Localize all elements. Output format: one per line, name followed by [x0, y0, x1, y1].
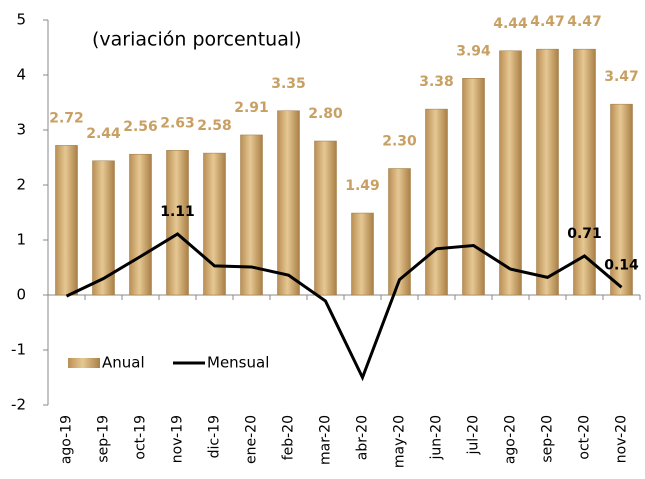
bar-label: 1.49: [345, 178, 380, 194]
x-tick-label: nov-19: [170, 415, 186, 463]
x-tick-label: abr-20: [355, 415, 371, 460]
bar: [240, 134, 263, 296]
x-tick-label: jun-20: [429, 415, 445, 461]
bar: [277, 110, 300, 296]
x-tick-label: mar-20: [318, 415, 334, 465]
bar-label: 2.63: [160, 115, 195, 131]
bar-label: 2.72: [49, 110, 84, 126]
x-tick-label: jul-20: [466, 415, 482, 456]
x-tick-label: sep-19: [96, 415, 112, 463]
bar: [92, 160, 115, 296]
x-tick-label: oct-20: [577, 415, 593, 460]
bar: [129, 153, 152, 296]
bar-label: 2.56: [123, 119, 158, 135]
bar: [499, 50, 522, 296]
bar-label: 2.44: [86, 126, 121, 142]
legend-swatch: [68, 358, 100, 368]
y-tick-label: -1: [11, 341, 26, 359]
legend-label: Mensual: [207, 354, 269, 372]
bar: [425, 108, 448, 296]
bar: [314, 140, 337, 296]
bar: [351, 212, 374, 296]
y-tick-label: 5: [16, 11, 26, 29]
bar: [55, 145, 78, 296]
bar-label: 2.30: [382, 134, 417, 150]
bar-label: 3.47: [604, 69, 639, 85]
bar: [536, 48, 559, 296]
bar: [610, 103, 633, 296]
line-label: 0.71: [567, 226, 602, 242]
legend-label: Anual: [102, 354, 145, 372]
y-tick-label: 2: [16, 176, 26, 194]
line-label: 0.14: [604, 257, 639, 273]
y-tick-label: 4: [16, 66, 26, 84]
x-tick-label: ago-19: [59, 415, 75, 464]
bar-label: 4.47: [567, 14, 602, 30]
bar-label: 3.35: [271, 76, 306, 92]
bar: [166, 150, 189, 296]
bar-label: 4.47: [530, 14, 565, 30]
bar-label: 3.38: [419, 74, 454, 90]
y-tick-label: 0: [16, 286, 26, 304]
bar: [388, 168, 411, 296]
x-tick-label: ago-20: [503, 415, 519, 464]
line-label: 1.11: [160, 204, 195, 220]
annotation: (variación porcentual): [92, 29, 302, 51]
x-tick-label: dic-19: [207, 415, 223, 458]
bar-label: 4.44: [493, 16, 528, 32]
bar-label: 3.94: [456, 43, 491, 59]
y-tick-label: -2: [11, 396, 26, 414]
y-tick-label: 3: [16, 121, 26, 139]
x-tick-label: feb-20: [281, 415, 297, 460]
bar: [462, 78, 485, 296]
x-tick-label: oct-19: [133, 415, 149, 460]
bar-label: 2.58: [197, 118, 232, 134]
bar-label: 2.80: [308, 106, 343, 122]
x-tick-label: ene-20: [244, 415, 260, 464]
bar-label: 2.91: [234, 100, 269, 116]
bar: [573, 48, 596, 296]
line: [65, 232, 623, 382]
bar: [203, 152, 226, 296]
y-tick-label: 1: [16, 231, 26, 249]
x-tick-label: sep-20: [540, 415, 556, 463]
x-tick-label: nov-20: [614, 415, 630, 463]
x-tick-label: may-20: [392, 415, 408, 468]
